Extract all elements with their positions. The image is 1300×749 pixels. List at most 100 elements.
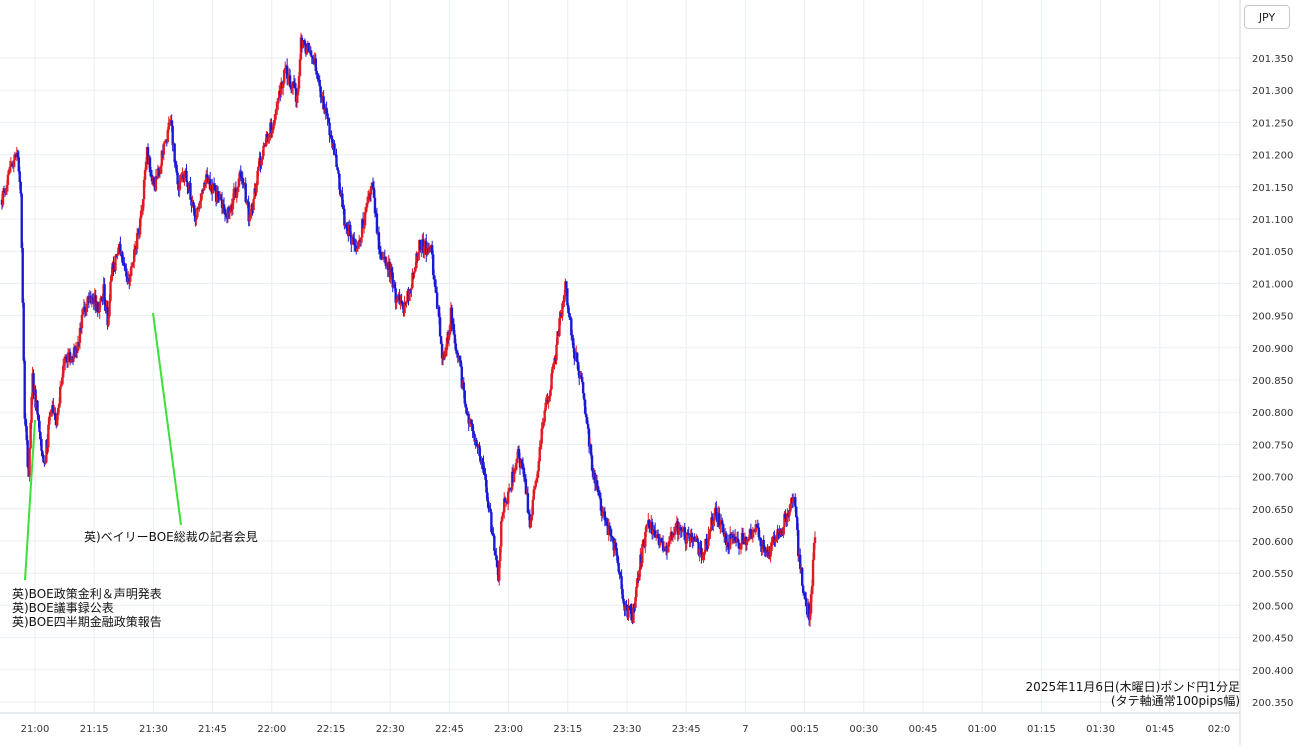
candle-up: [56, 415, 59, 426]
candle-up: [782, 526, 785, 536]
candle-down: [493, 535, 496, 551]
candle-up: [198, 203, 201, 210]
candle-up: [536, 471, 539, 478]
candle-up: [561, 303, 564, 317]
candle-up: [745, 540, 749, 546]
candle-down: [463, 390, 466, 404]
y-tick-label: 200.350: [1252, 698, 1293, 709]
candle-down: [339, 189, 342, 196]
candle-up: [99, 297, 102, 303]
candle-up: [58, 403, 61, 408]
candle-down: [595, 480, 599, 486]
candle-up: [110, 274, 113, 282]
candle-down: [581, 382, 585, 394]
candle-down: [19, 182, 22, 194]
candle-up: [8, 167, 12, 170]
candle-down: [472, 431, 475, 435]
candle-up: [673, 528, 677, 535]
candle-up: [297, 76, 301, 89]
candle-up: [252, 199, 255, 210]
candle-up: [774, 539, 777, 543]
candle-down: [467, 415, 470, 424]
candle-down: [123, 262, 126, 266]
candle-up: [144, 161, 148, 171]
candle-up: [411, 272, 414, 288]
candle-down: [460, 366, 463, 388]
candle-down: [401, 301, 404, 307]
candle-up: [167, 122, 170, 130]
candle-up: [365, 203, 369, 208]
candle-down: [576, 352, 579, 363]
candle-down: [715, 507, 718, 516]
candle-down: [293, 85, 297, 89]
candle-up: [539, 443, 542, 448]
x-tick-label: 01:30: [1086, 724, 1115, 735]
candle-up: [671, 533, 675, 538]
x-tick-label: 22:15: [317, 724, 346, 735]
candle-down: [567, 305, 570, 313]
candle-down: [757, 527, 760, 538]
candle-up: [107, 316, 110, 326]
candle-up: [541, 423, 544, 429]
currency-selector[interactable]: JPY: [1244, 5, 1290, 29]
candle-down: [419, 239, 422, 251]
candle-down: [318, 79, 321, 87]
candle-up: [555, 344, 558, 361]
press-conference-annotation: 英)ベイリーBOE総裁の記者会見: [84, 530, 258, 544]
candle-down: [726, 542, 730, 547]
candle-down: [659, 539, 663, 542]
x-tick-label: 00:30: [849, 724, 878, 735]
candle-down: [450, 307, 454, 324]
candle-up: [273, 120, 276, 126]
candle-up: [405, 300, 408, 304]
candle-down: [656, 534, 660, 538]
candle-down: [311, 57, 314, 59]
candle-down: [26, 440, 29, 467]
candle-down: [741, 533, 745, 541]
candle-down: [431, 254, 435, 275]
candle-up: [305, 48, 309, 54]
candle-down: [686, 532, 689, 534]
candle-down: [800, 567, 804, 586]
candle-up: [550, 373, 553, 390]
y-tick-label: 201.300: [1252, 86, 1293, 97]
candle-up: [564, 281, 567, 296]
candle-down: [398, 294, 401, 305]
candle-up: [658, 539, 662, 546]
candle-down: [185, 171, 188, 182]
candle-down: [573, 348, 576, 359]
candle-down: [577, 362, 580, 371]
candle-down: [54, 413, 57, 421]
candle-up: [499, 546, 502, 562]
y-tick-label: 200.750: [1252, 440, 1293, 451]
candle-up: [356, 248, 359, 252]
candle-down: [39, 432, 42, 440]
candle-up: [667, 541, 671, 547]
candle-up: [139, 210, 143, 219]
candle-up: [1, 190, 5, 205]
candle-up: [133, 249, 136, 263]
candle-up: [788, 511, 791, 517]
candle-up: [500, 521, 503, 547]
candle-down: [496, 560, 499, 568]
candle-up: [551, 366, 554, 374]
candle-down: [569, 317, 572, 319]
candle-down: [456, 352, 460, 357]
candle-down: [604, 520, 608, 522]
candle-up: [666, 546, 670, 553]
candle-up: [751, 530, 755, 538]
candle-up: [770, 541, 773, 551]
candle-down: [615, 547, 618, 556]
policy-annotation-line-3: 英)BOE四半期金融政策報告: [12, 615, 162, 629]
y-tick-label: 200.500: [1252, 601, 1293, 612]
candle-up: [166, 129, 169, 143]
candle-down: [453, 334, 457, 344]
candle-up: [498, 561, 501, 581]
candle-down: [527, 512, 531, 515]
candle-up: [512, 473, 516, 483]
y-tick-label: 200.600: [1252, 537, 1293, 548]
candle-down: [801, 585, 805, 593]
candle-up: [129, 275, 132, 282]
candle-down: [125, 268, 128, 277]
